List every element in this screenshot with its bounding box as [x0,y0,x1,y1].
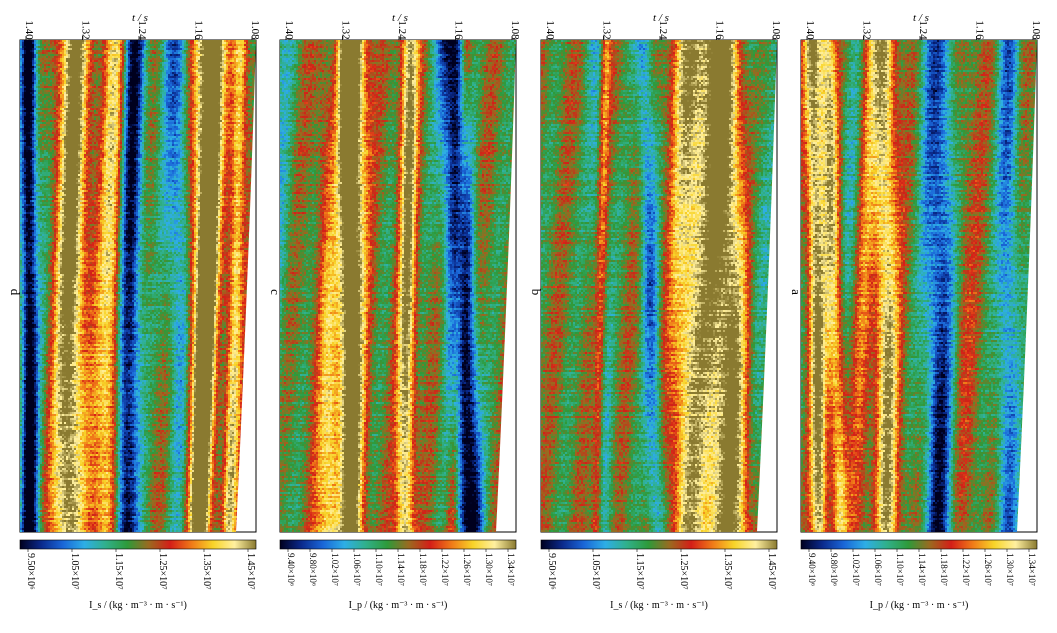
colorbar-tick-label: 1.26×10⁷ [983,553,993,586]
colorbar-tick-label: 1.02×10⁷ [851,553,861,586]
time-tick-label: 1.32 [340,20,352,39]
colorbar-tick-label: 1.25×10⁷ [678,553,689,590]
time-tick-label: 1.08 [249,20,261,40]
panel-b: t / s 1.40 1.32 1.24 1.16 1.08 b 9.50×10⁶ 1.05×1… [529,12,782,611]
colorbar-tick-label: 1.10×10⁷ [895,553,905,586]
heatmap-image [280,40,516,532]
panel-letter: c [268,289,283,295]
panel-c: t / s 1.40 1.32 1.24 1.16 1.08 c 9.40×10⁶ 9.80×1… [268,12,521,611]
panel-letter: d [8,289,23,296]
colorbar-tick-label: 9.50×10⁶ [25,553,36,590]
colorbar-tick-label: 1.35×10⁷ [722,553,733,590]
colorbar-tick-label: 1.15×10⁷ [113,553,124,590]
time-axis-label: t / s [913,12,929,24]
colorbar [540,539,778,550]
time-tick-label: 1.40 [804,20,816,40]
time-tick-label: 1.24 [396,20,408,40]
colorbar-tick-label: 1.22×10⁷ [961,553,971,586]
colorbar-tick-label: 9.50×10⁶ [546,553,557,590]
colorbar-tick-label: 1.25×10⁷ [157,553,168,590]
time-tick-label: 1.32 [601,20,613,39]
colorbar-label: I_s / (kg · m⁻³ · m · s⁻¹) [610,600,708,611]
colorbar-tick-label: 1.22×10⁷ [440,553,450,586]
colorbar-tick-label: 1.18×10⁷ [418,553,428,586]
time-tick-label: 1.40 [544,20,556,40]
colorbar-tick-label: 9.40×10⁶ [807,553,817,586]
time-axis-label: t / s [132,12,148,24]
time-tick-label: 1.16 [974,20,986,40]
colorbar-tick-label: 1.45×10⁷ [245,553,256,590]
time-tick-label: 1.40 [283,20,295,40]
colorbar-tick-label: 1.10×10⁷ [374,553,384,586]
colorbar-tick-label: 9.40×10⁶ [286,553,296,586]
panel-d: t / s 1.40 1.32 1.24 1.16 1.08 d 9.50×10⁶ 1.05×1… [8,12,261,611]
panel-letter: a [789,289,804,295]
colorbar-label: I_p / (kg · m⁻³ · m · s⁻¹) [349,600,448,611]
time-axis-label: t / s [653,12,669,24]
heatmap-image [541,40,777,532]
colorbar-tick-label: 1.14×10⁷ [396,553,406,586]
panel-a: t / s 1.40 1.32 1.24 1.16 1.08 a 9.40×10⁶ 9.80×1… [789,12,1042,611]
time-tick-label: 1.08 [509,20,521,40]
time-tick-label: 1.40 [23,20,35,40]
colorbar-tick-label: 1.18×10⁷ [939,553,949,586]
colorbar [279,539,517,550]
time-axis-label: t / s [392,12,408,24]
time-tick-label: 1.08 [770,20,782,40]
time-tick-label: 1.32 [861,20,873,39]
colorbar-tick-label: 1.15×10⁷ [634,553,645,590]
colorbar-tick-label: 1.34×10⁷ [1027,553,1037,586]
colorbar-tick-label: 1.02×10⁷ [330,553,340,586]
colorbar-tick-label: 1.06×10⁷ [352,553,362,586]
colorbar-tick-label: 9.80×10⁶ [829,553,839,586]
time-tick-label: 1.24 [657,20,669,40]
time-tick-label: 1.16 [453,20,465,40]
time-tick-label: 1.16 [193,20,205,40]
time-tick-label: 1.08 [1030,20,1042,40]
colorbar [800,539,1038,550]
time-tick-label: 1.24 [917,20,929,40]
time-tick-label: 1.16 [714,20,726,40]
time-tick-label: 1.32 [80,20,92,39]
heatmap-image [801,40,1037,532]
colorbar-tick-label: 1.35×10⁷ [201,553,212,590]
time-tick-label: 1.24 [136,20,148,40]
colorbar-label: I_s / (kg · m⁻³ · m · s⁻¹) [89,600,187,611]
colorbar-tick-label: 1.05×10⁷ [590,553,601,590]
colorbar-tick-label: 1.34×10⁷ [506,553,516,586]
colorbar-tick-label: 1.14×10⁷ [917,553,927,586]
colorbar-label: I_p / (kg · m⁻³ · m · s⁻¹) [870,600,969,611]
colorbar-tick-label: 1.45×10⁷ [766,553,777,590]
colorbar-tick-label: 1.26×10⁷ [462,553,472,586]
colorbar-tick-label: 1.30×10⁷ [1005,553,1015,586]
colorbar-tick-label: 9.80×10⁶ [308,553,318,586]
panel-letter: b [529,289,544,296]
colorbar-tick-label: 1.06×10⁷ [873,553,883,586]
colorbar-tick-label: 1.30×10⁷ [484,553,494,586]
colorbar [19,539,257,550]
heatmap-image [20,40,256,532]
colorbar-tick-label: 1.05×10⁷ [69,553,80,590]
